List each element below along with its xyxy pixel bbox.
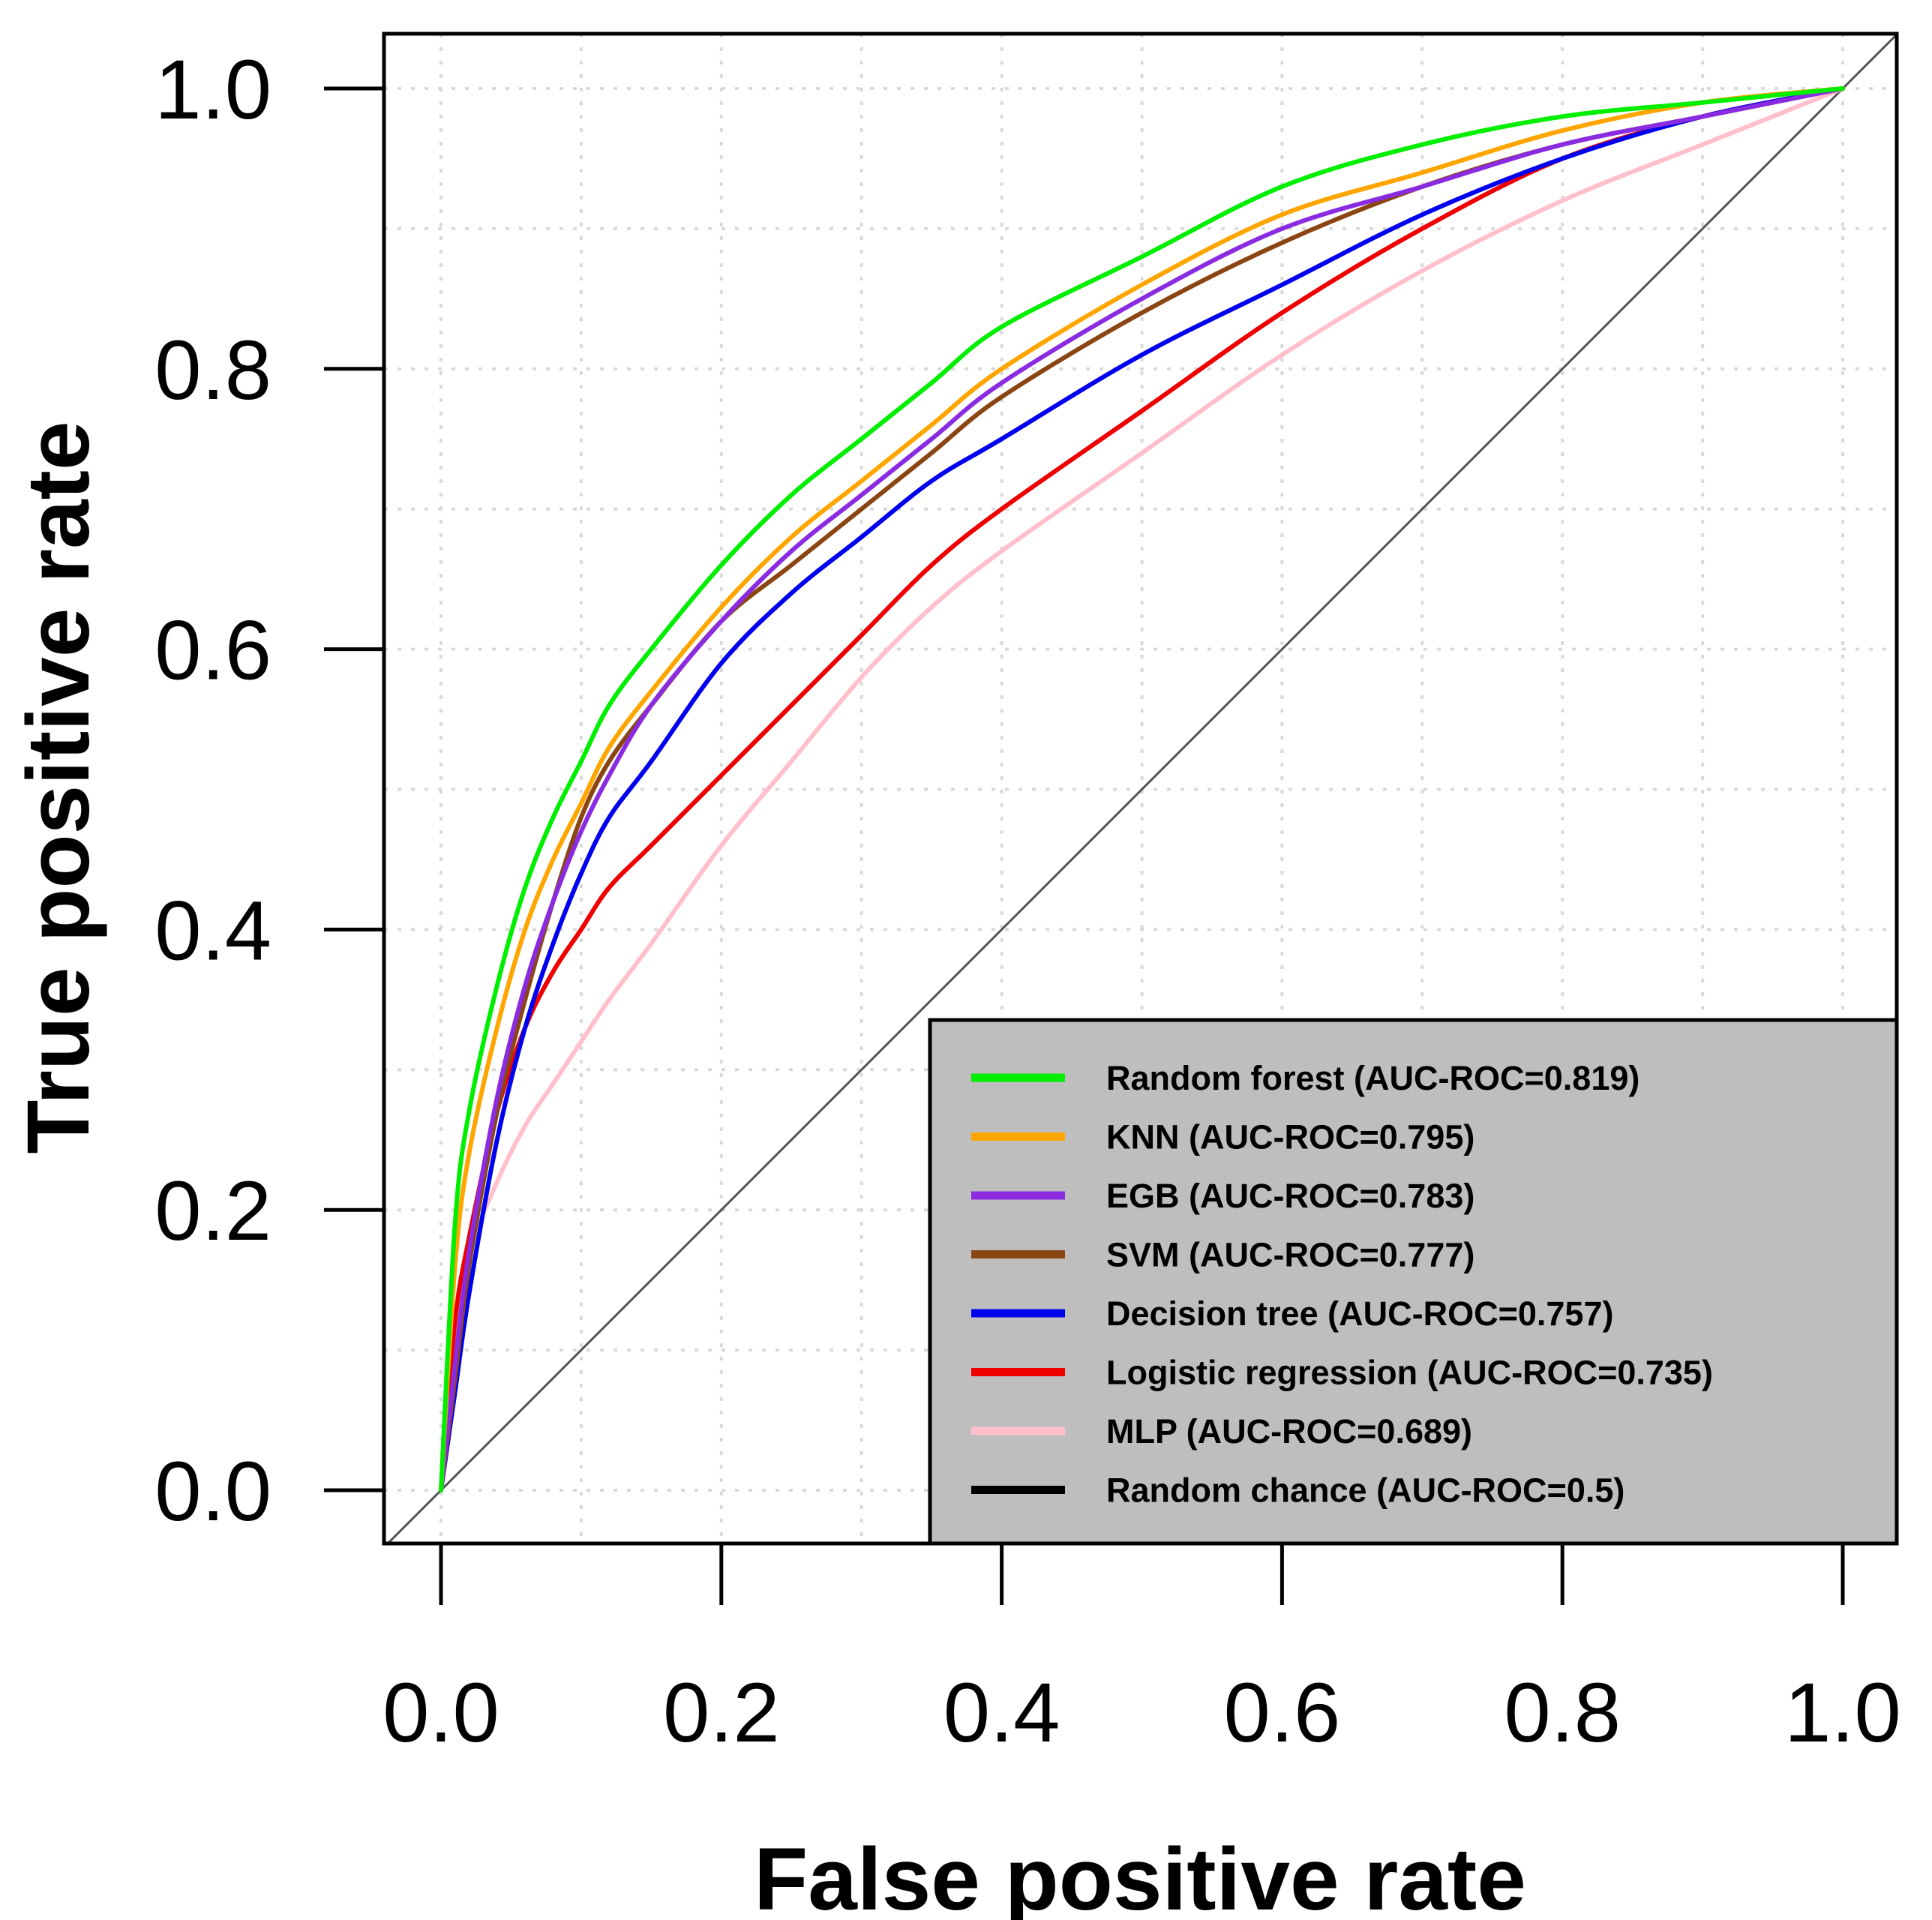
- x-tick-label: 0.6: [1224, 1666, 1341, 1760]
- roc-curve-line: [386, 34, 1897, 1544]
- y-tick-label: 1.0: [154, 43, 272, 136]
- y-tick-label: 0.4: [154, 884, 272, 977]
- legend-box: [928, 1018, 1899, 1546]
- roc-curve-line: [439, 86, 1845, 1492]
- roc-curve-line: [439, 86, 1845, 1492]
- x-axis-title: False positive rate: [754, 1830, 1526, 1920]
- legend: Random forest (AUC-ROC=0.819) KNN (AUC-RO…: [928, 1018, 1899, 1546]
- axes: 0.0 0.2 0.4 0.6 0.8 1.0 0.0 0.2 0.4 0.6 0.8 1.0: [154, 43, 1901, 1760]
- roc-curve-line: [439, 86, 1845, 1492]
- x-tick-label: 0.8: [1504, 1666, 1621, 1760]
- roc-curve-line: [439, 86, 1845, 1492]
- roc-curves: [386, 34, 1897, 1544]
- y-tick-label: 0.8: [154, 323, 272, 417]
- plot-frame: [382, 32, 1899, 1546]
- legend-label: Decision tree (AUC-ROC=0.757): [1106, 1294, 1613, 1333]
- y-axis-title: True positive rate: [9, 421, 108, 1154]
- legend-label: Logistic regression (AUC-ROC=0.735): [1106, 1354, 1713, 1392]
- roc-curve-line: [439, 86, 1845, 1492]
- x-tick-label: 0.0: [382, 1666, 500, 1760]
- x-tick-label: 0.4: [944, 1666, 1060, 1760]
- legend-label: Random forest (AUC-ROC=0.819): [1106, 1059, 1640, 1097]
- legend-label: Random chance (AUC-ROC=0.5): [1106, 1472, 1624, 1510]
- legend-label: KNN (AUC-ROC=0.795): [1106, 1118, 1474, 1156]
- x-tick-label: 0.2: [663, 1666, 780, 1760]
- y-tick-label: 0.0: [154, 1444, 272, 1538]
- x-tick-label: 1.0: [1784, 1666, 1901, 1760]
- legend-label: EGB (AUC-ROC=0.783): [1106, 1177, 1474, 1215]
- y-tick-label: 0.6: [154, 604, 272, 698]
- y-tick-label: 0.2: [154, 1164, 272, 1258]
- legend-label: SVM (AUC-ROC=0.777): [1106, 1236, 1474, 1274]
- legend-label: MLP (AUC-ROC=0.689): [1106, 1412, 1472, 1450]
